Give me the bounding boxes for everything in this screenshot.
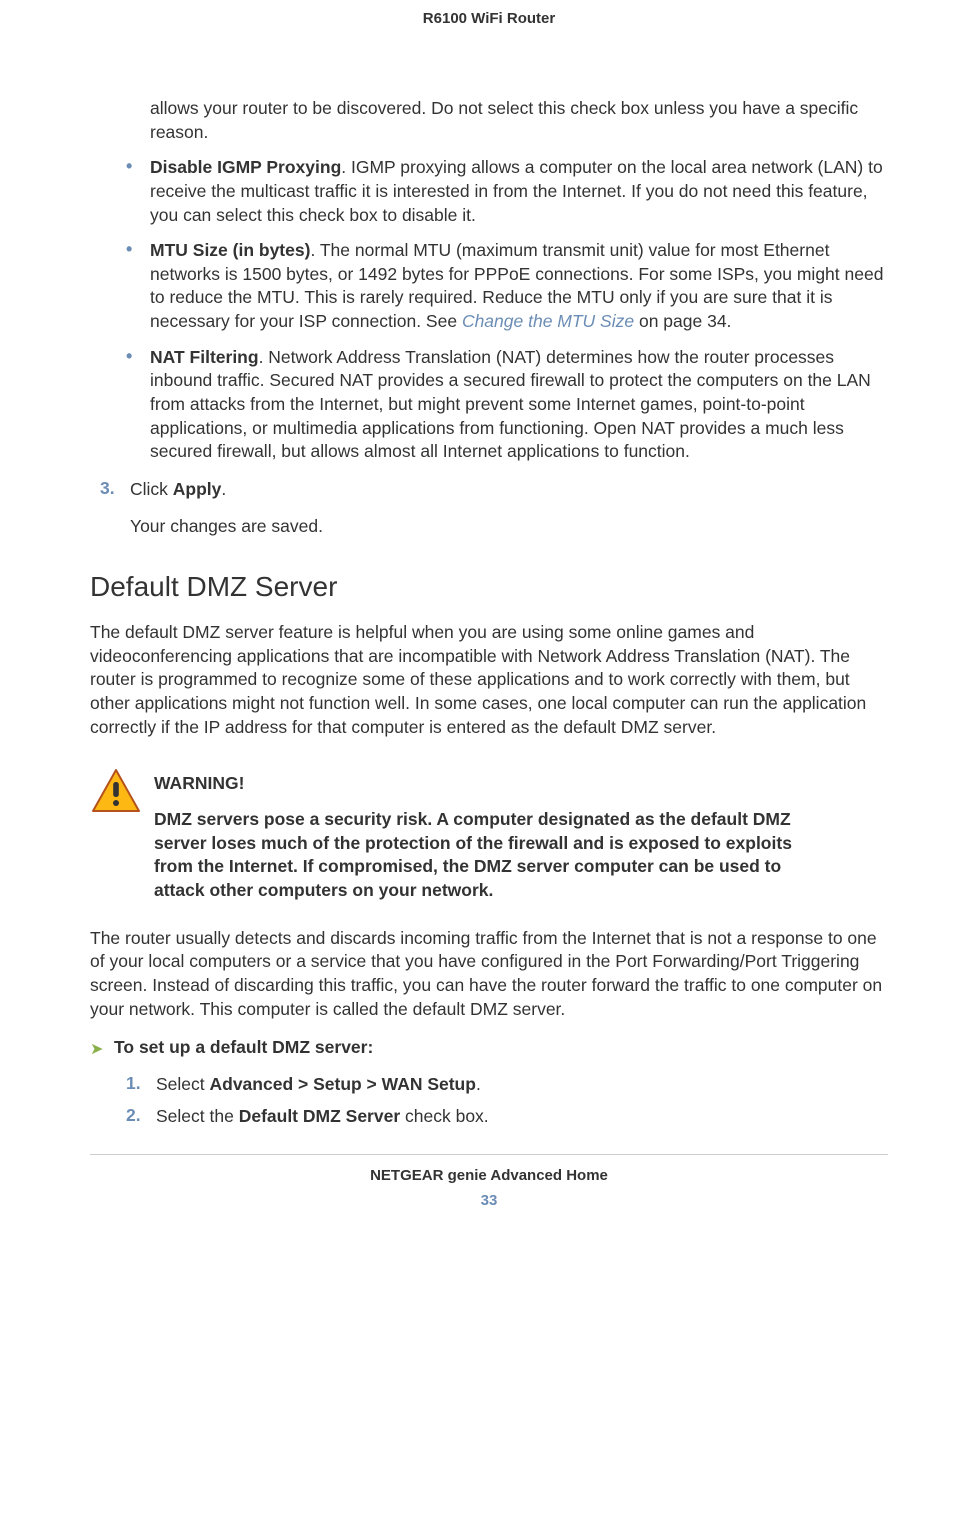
warning-title: WARNING!: [154, 773, 888, 794]
step-before: Click: [130, 479, 173, 499]
numbered-step: 3. Click Apply.: [100, 478, 888, 502]
bullet-bold: NAT Filtering: [150, 347, 259, 367]
step-after: .: [221, 479, 226, 499]
dmz-paragraph-1: The default DMZ server feature is helpfu…: [90, 621, 888, 739]
step-bold: Default DMZ Server: [239, 1106, 400, 1126]
bullet-bold: Disable IGMP Proxying: [150, 157, 341, 177]
task-heading: To set up a default DMZ server:: [114, 1037, 373, 1058]
page-header-title: R6100 WiFi Router: [90, 10, 888, 27]
bullet-item: • MTU Size (in bytes). The normal MTU (m…: [126, 239, 888, 334]
intro-tail-text: allows your router to be discovered. Do …: [150, 97, 888, 144]
bullet-content: MTU Size (in bytes). The normal MTU (max…: [150, 239, 888, 334]
task-step: 2. Select the Default DMZ Server check b…: [126, 1105, 888, 1129]
bullet-item: • NAT Filtering. Network Address Transla…: [126, 346, 888, 464]
bullet-dot-icon: •: [126, 346, 150, 464]
step-text: Click Apply.: [130, 478, 888, 502]
task-step-number: 1.: [126, 1073, 156, 1097]
task-step-text: Select Advanced > Setup > WAN Setup.: [156, 1073, 888, 1097]
task-arrow-icon: ➤: [90, 1039, 114, 1059]
bullet-bold: MTU Size (in bytes): [150, 240, 310, 260]
task-heading-row: ➤ To set up a default DMZ server:: [90, 1037, 888, 1059]
step-after: check box.: [400, 1106, 489, 1126]
section-heading-dmz: Default DMZ Server: [90, 571, 888, 603]
task-step: 1. Select Advanced > Setup > WAN Setup.: [126, 1073, 888, 1097]
bullet-rest-after-link: on page 34.: [634, 311, 731, 331]
mtu-size-link[interactable]: Change the MTU Size: [462, 311, 634, 331]
bullet-content: NAT Filtering. Network Address Translati…: [150, 346, 888, 464]
bullet-rest: . Network Address Translation (NAT) dete…: [150, 347, 871, 462]
step-number: 3.: [100, 478, 130, 502]
task-step-text: Select the Default DMZ Server check box.: [156, 1105, 888, 1129]
step-before: Select: [156, 1074, 210, 1094]
step-bold: Apply: [173, 479, 222, 499]
step-bold: Advanced > Setup > WAN Setup: [210, 1074, 476, 1094]
warning-block: WARNING! DMZ servers pose a security ris…: [90, 767, 888, 903]
step-result-text: Your changes are saved.: [130, 515, 888, 539]
footer-page-number: 33: [90, 1192, 888, 1209]
bullet-content: Disable IGMP Proxying. IGMP proxying all…: [150, 156, 888, 227]
bullet-item: • Disable IGMP Proxying. IGMP proxying a…: [126, 156, 888, 227]
task-step-number: 2.: [126, 1105, 156, 1129]
step-before: Select the: [156, 1106, 239, 1126]
dmz-paragraph-2: The router usually detects and discards …: [90, 927, 888, 1022]
warning-icon: [90, 767, 148, 820]
page-footer: NETGEAR genie Advanced Home 33: [90, 1154, 888, 1209]
bullet-dot-icon: •: [126, 239, 150, 334]
step-after: .: [476, 1074, 481, 1094]
footer-title: NETGEAR genie Advanced Home: [90, 1167, 888, 1184]
bullet-dot-icon: •: [126, 156, 150, 227]
warning-text: DMZ servers pose a security risk. A comp…: [154, 808, 794, 903]
